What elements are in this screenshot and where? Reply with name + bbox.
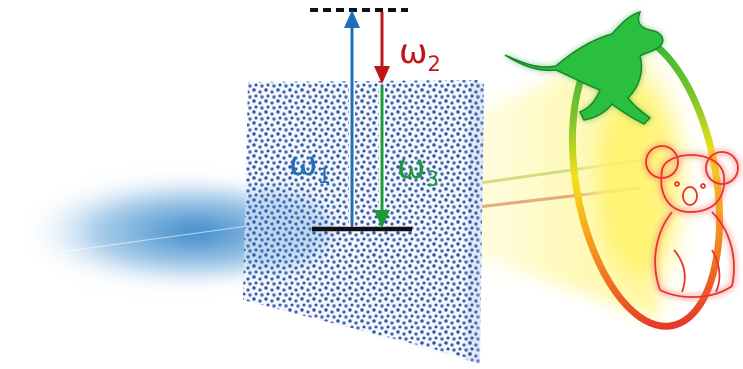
energy-level-diagram: ω1 ω2 ω3 xyxy=(289,8,441,232)
pump-beam xyxy=(10,180,310,284)
omega1-label: ω1 xyxy=(289,144,331,188)
omega3-arrow xyxy=(374,86,390,228)
omega2-arrow xyxy=(374,12,390,84)
kangaroo-icon xyxy=(504,10,664,126)
omega1-arrow xyxy=(344,10,360,227)
omega3-label: ω3 xyxy=(397,147,439,191)
metasurface-icon xyxy=(243,80,484,364)
omega2-label: ω2 xyxy=(399,32,441,76)
hologram xyxy=(504,10,741,330)
koala-icon xyxy=(643,143,741,301)
